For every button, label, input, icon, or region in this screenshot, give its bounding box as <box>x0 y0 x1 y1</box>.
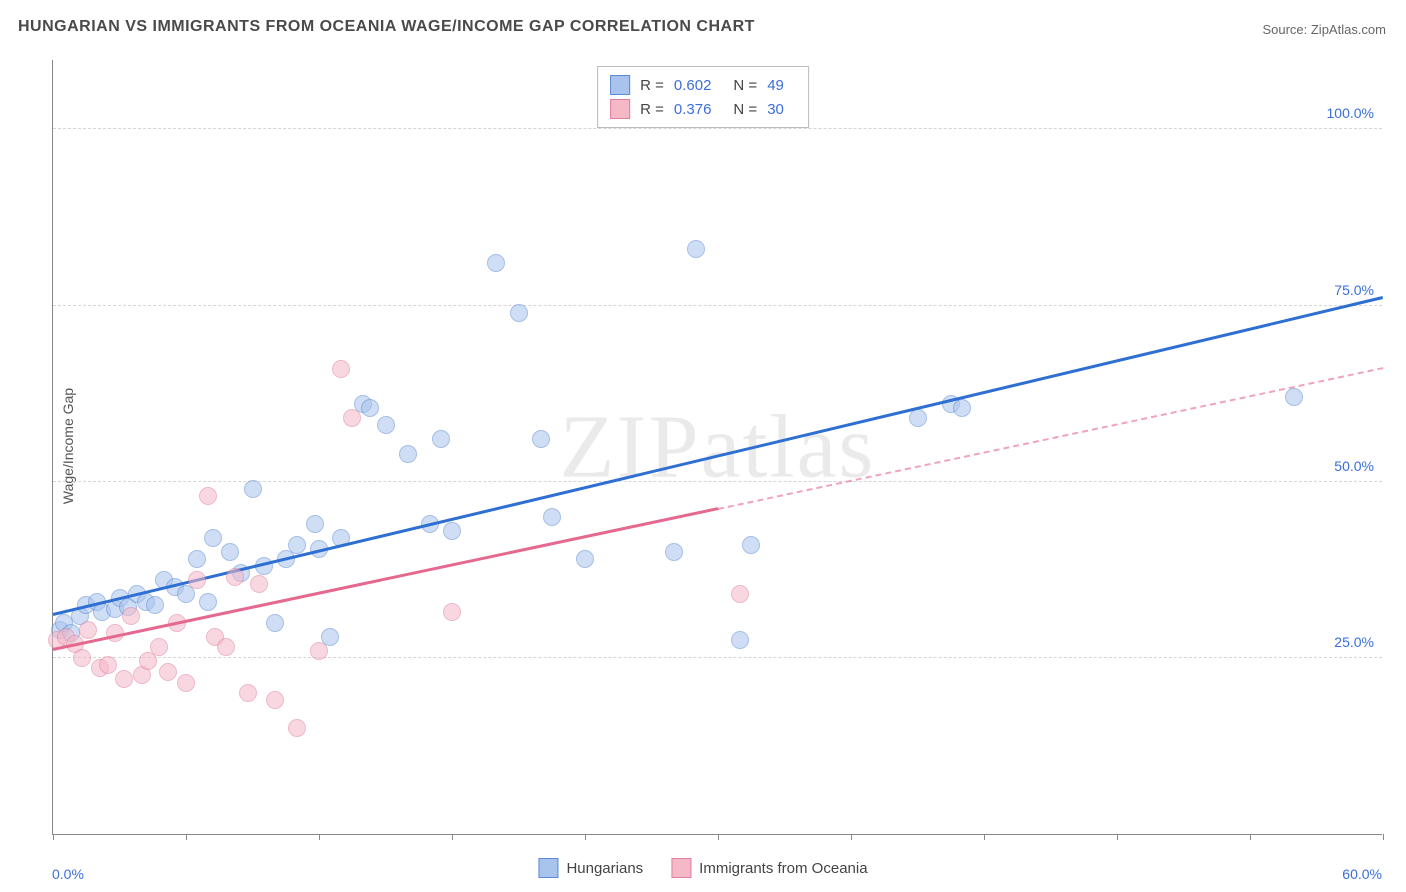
scatter-point <box>742 536 760 554</box>
x-tick <box>1117 834 1118 840</box>
scatter-point <box>266 614 284 632</box>
x-tick <box>319 834 320 840</box>
scatter-point <box>199 593 217 611</box>
scatter-point <box>443 603 461 621</box>
scatter-point <box>159 663 177 681</box>
legend-r-label: R = <box>640 101 664 118</box>
scatter-point <box>226 568 244 586</box>
scatter-point <box>115 670 133 688</box>
legend-row: R = 0.602 N = 49 <box>610 73 796 97</box>
correlation-legend: R = 0.602 N = 49 R = 0.376 N = 30 <box>597 66 809 128</box>
scatter-point <box>188 571 206 589</box>
scatter-point <box>306 515 324 533</box>
scatter-point <box>217 638 235 656</box>
legend-n-value: 49 <box>767 77 784 94</box>
scatter-point <box>122 607 140 625</box>
gridline <box>53 657 1382 658</box>
scatter-point <box>244 480 262 498</box>
legend-swatch <box>538 858 558 878</box>
scatter-point <box>532 430 550 448</box>
regression-line <box>718 367 1383 510</box>
regression-line <box>53 507 719 651</box>
legend-r-value: 0.376 <box>674 101 712 118</box>
scatter-point <box>79 621 97 639</box>
legend-swatch <box>610 75 630 95</box>
gridline <box>53 128 1382 129</box>
y-tick-label: 100.0% <box>1327 105 1374 121</box>
y-tick-label: 25.0% <box>1334 634 1374 650</box>
x-tick <box>53 834 54 840</box>
scatter-point <box>199 487 217 505</box>
scatter-point <box>687 240 705 258</box>
scatter-point <box>310 642 328 660</box>
x-tick <box>1250 834 1251 840</box>
x-tick <box>851 834 852 840</box>
source-name: ZipAtlas.com <box>1311 22 1386 37</box>
x-tick <box>452 834 453 840</box>
x-tick <box>186 834 187 840</box>
chart-title: HUNGARIAN VS IMMIGRANTS FROM OCEANIA WAG… <box>18 18 755 36</box>
legend-row: R = 0.376 N = 30 <box>610 97 796 121</box>
legend-n-label: N = <box>733 101 757 118</box>
x-tick <box>718 834 719 840</box>
scatter-point <box>332 360 350 378</box>
scatter-point <box>266 691 284 709</box>
scatter-point <box>73 649 91 667</box>
scatter-point <box>239 684 257 702</box>
scatter-point <box>731 585 749 603</box>
x-tick <box>1383 834 1384 840</box>
scatter-point <box>288 536 306 554</box>
y-tick-label: 50.0% <box>1334 458 1374 474</box>
scatter-point <box>443 522 461 540</box>
legend-swatch <box>610 99 630 119</box>
gridline <box>53 305 1382 306</box>
scatter-point <box>1285 388 1303 406</box>
scatter-point <box>665 543 683 561</box>
scatter-point <box>953 399 971 417</box>
regression-line <box>53 296 1384 616</box>
source-label: Source: <box>1262 22 1310 37</box>
series-legend: Hungarians Immigrants from Oceania <box>538 858 867 878</box>
scatter-point <box>146 596 164 614</box>
scatter-point <box>576 550 594 568</box>
scatter-point <box>99 656 117 674</box>
legend-r-value: 0.602 <box>674 77 712 94</box>
scatter-point <box>909 409 927 427</box>
scatter-point <box>188 550 206 568</box>
scatter-point <box>510 304 528 322</box>
legend-swatch <box>671 858 691 878</box>
source-attribution: Source: ZipAtlas.com <box>1262 22 1386 37</box>
chart-plot-area: ZIPatlas 25.0%50.0%75.0%100.0% <box>52 60 1382 835</box>
legend-series-name: Immigrants from Oceania <box>699 860 867 877</box>
legend-item: Immigrants from Oceania <box>671 858 867 878</box>
legend-series-name: Hungarians <box>566 860 643 877</box>
legend-n-label: N = <box>733 77 757 94</box>
x-axis-max-label: 60.0% <box>1342 866 1382 882</box>
scatter-point <box>221 543 239 561</box>
x-tick <box>585 834 586 840</box>
scatter-point <box>250 575 268 593</box>
legend-n-value: 30 <box>767 101 784 118</box>
legend-r-label: R = <box>640 77 664 94</box>
scatter-point <box>204 529 222 547</box>
scatter-point <box>487 254 505 272</box>
scatter-point <box>543 508 561 526</box>
scatter-point <box>177 674 195 692</box>
scatter-point <box>377 416 395 434</box>
scatter-point <box>399 445 417 463</box>
scatter-point <box>361 399 379 417</box>
scatter-point <box>150 638 168 656</box>
y-tick-label: 75.0% <box>1334 282 1374 298</box>
scatter-point <box>288 719 306 737</box>
scatter-point <box>731 631 749 649</box>
scatter-point <box>432 430 450 448</box>
legend-item: Hungarians <box>538 858 643 878</box>
x-tick <box>984 834 985 840</box>
x-axis-min-label: 0.0% <box>52 866 84 882</box>
scatter-point <box>343 409 361 427</box>
